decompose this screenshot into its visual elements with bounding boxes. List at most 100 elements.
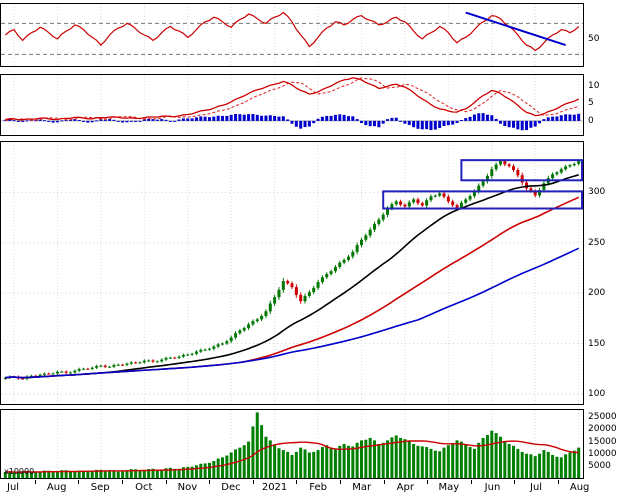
- macd-histogram-bar: [512, 120, 516, 128]
- volume-bar: [238, 447, 242, 478]
- candle-body: [286, 281, 290, 284]
- volume-bar: [416, 445, 420, 478]
- macd-histogram-bar: [86, 120, 90, 123]
- candle-body: [507, 164, 511, 167]
- candle-body: [47, 373, 51, 375]
- macd-histogram-bar: [394, 117, 398, 121]
- volume-bar: [355, 442, 359, 478]
- macd-histogram-bar: [112, 119, 116, 121]
- volume-bar: [168, 467, 172, 478]
- macd-histogram-bar: [507, 120, 511, 128]
- macd-histogram-bar: [164, 119, 168, 121]
- macd-histogram-bar: [559, 115, 563, 121]
- volume-bar: [455, 440, 459, 478]
- candle-body: [51, 373, 55, 375]
- macd-histogram-bar: [564, 114, 568, 121]
- downtrend-line[interactable]: [465, 11, 566, 47]
- candle-body: [542, 183, 546, 191]
- candle-body: [121, 364, 125, 366]
- macd-histogram-bar: [55, 120, 59, 123]
- y-axis-label: 200: [588, 288, 606, 299]
- x-axis-tick: [339, 480, 341, 484]
- volume-bar: [390, 437, 394, 478]
- candle-body: [103, 365, 107, 367]
- candle-body: [520, 175, 524, 183]
- candle-body: [403, 204, 407, 207]
- annotation-box[interactable]: [460, 159, 583, 182]
- volume-bar: [546, 451, 550, 478]
- macd-histogram-bar: [303, 120, 307, 128]
- macd-histogram-bar: [273, 115, 277, 121]
- macd-histogram-bar: [238, 114, 242, 121]
- macd-histogram-bar: [99, 119, 103, 121]
- candle-body: [268, 303, 272, 312]
- volume-bar: [38, 471, 42, 478]
- volume-bar: [542, 450, 546, 478]
- candle-body: [446, 196, 450, 202]
- y-axis-label: 250: [588, 237, 606, 248]
- macd-histogram-bar: [338, 114, 342, 121]
- candle-body: [264, 311, 268, 317]
- volume-bar: [429, 448, 433, 478]
- panel-rsi-plot[interactable]: [1, 4, 583, 66]
- candle-body: [307, 292, 311, 296]
- candle-body: [247, 324, 251, 329]
- price-panel[interactable]: [0, 141, 584, 405]
- candle-body: [21, 378, 25, 380]
- volume-bar: [29, 472, 33, 478]
- candle-body: [238, 330, 242, 334]
- candle-body: [207, 348, 211, 350]
- x-axis-tick: [252, 480, 254, 484]
- volume-bar: [364, 439, 368, 478]
- panel-price-plot[interactable]: [1, 142, 583, 404]
- candle-body: [34, 375, 38, 377]
- volume-bar: [42, 470, 46, 478]
- panel-macd-plot[interactable]: [1, 75, 583, 135]
- annotation-box[interactable]: [382, 190, 583, 210]
- rsi-line: [4, 11, 580, 52]
- volume-bar: [173, 468, 177, 478]
- macd-histogram-bar: [333, 114, 337, 121]
- macd-histogram-bar: [212, 116, 216, 121]
- macd-histogram-bar: [464, 118, 468, 121]
- volume-panel[interactable]: [0, 409, 584, 479]
- candle-body: [381, 214, 385, 220]
- candle-body: [255, 319, 259, 322]
- macd-histogram-bar: [381, 120, 385, 124]
- panel-volume-plot[interactable]: [1, 410, 583, 478]
- volume-bar: [516, 448, 520, 478]
- volume-bar: [221, 457, 225, 478]
- volume-bar: [359, 440, 363, 478]
- macd-histogram-bar: [307, 120, 311, 127]
- volume-bar: [134, 469, 138, 478]
- volume-bar: [564, 454, 568, 478]
- candle-body: [142, 360, 146, 363]
- candle-body: [108, 366, 112, 368]
- candle-body: [407, 202, 411, 207]
- volume-bar: [138, 470, 142, 478]
- volume-bar: [346, 445, 350, 478]
- macd-histogram-bar: [364, 120, 368, 126]
- candle-body: [373, 223, 377, 230]
- macd-histogram-bar: [207, 117, 211, 121]
- candle-body: [181, 354, 185, 357]
- volume-bar: [255, 412, 259, 478]
- volume-bar: [286, 451, 290, 478]
- y-axis-label: 15000: [588, 436, 617, 447]
- candle-body: [494, 164, 498, 170]
- macd-histogram-bar: [38, 119, 42, 121]
- volume-bar: [164, 468, 168, 478]
- macd-histogram-bar: [142, 119, 146, 121]
- rsi-panel[interactable]: [0, 3, 584, 67]
- volume-bar: [338, 445, 342, 478]
- macd-histogram-bar: [312, 120, 316, 124]
- volume-bar: [264, 436, 268, 478]
- volume-bar: [64, 470, 68, 478]
- volume-bar: [103, 470, 107, 478]
- macd-histogram-bar: [160, 119, 164, 121]
- macd-histogram-bar: [255, 114, 259, 121]
- candle-body: [29, 375, 33, 377]
- candle-body: [477, 185, 481, 192]
- macd-panel[interactable]: [0, 74, 584, 136]
- volume-bar: [438, 451, 442, 478]
